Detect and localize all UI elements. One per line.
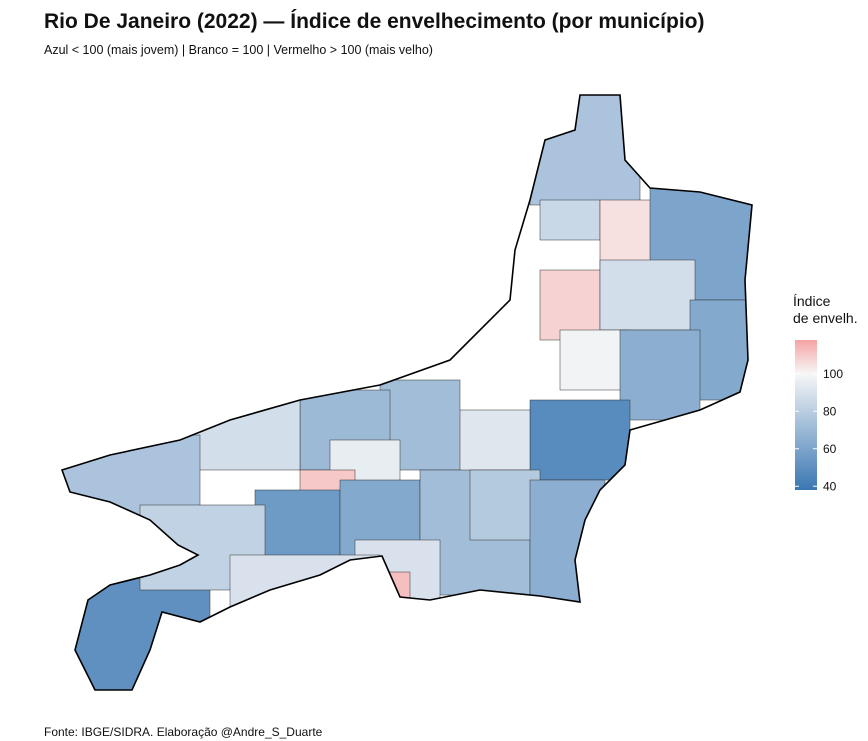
municipalities	[62, 95, 752, 690]
municipality	[689, 299, 752, 401]
municipality	[539, 269, 601, 341]
legend-title: de envelh.	[793, 310, 858, 326]
legend-tick-label: 40	[823, 479, 837, 493]
legend-tick-label: 80	[823, 404, 837, 418]
municipality	[529, 399, 631, 481]
municipality	[529, 479, 606, 606]
municipality	[619, 329, 701, 421]
legend-tick-label: 100	[823, 367, 843, 381]
title: Rio De Janeiro (2022) — Índice de envelh…	[44, 10, 704, 33]
legend-title: Índice	[793, 293, 831, 309]
legend-tick-label: 60	[823, 442, 837, 456]
municipality	[469, 469, 541, 541]
municipality	[559, 329, 631, 391]
municipality	[229, 554, 381, 626]
subtitle: Azul < 100 (mais jovem) | Branco = 100 |…	[44, 43, 433, 57]
municipality	[189, 394, 301, 471]
state-outline	[60, 94, 753, 691]
municipality	[599, 259, 696, 331]
source-caption: Fonte: IBGE/SIDRA. Elaboração @Andre_S_D…	[44, 725, 323, 739]
legend-colorbar	[795, 340, 817, 490]
municipality	[539, 199, 601, 241]
municipality	[449, 409, 531, 481]
